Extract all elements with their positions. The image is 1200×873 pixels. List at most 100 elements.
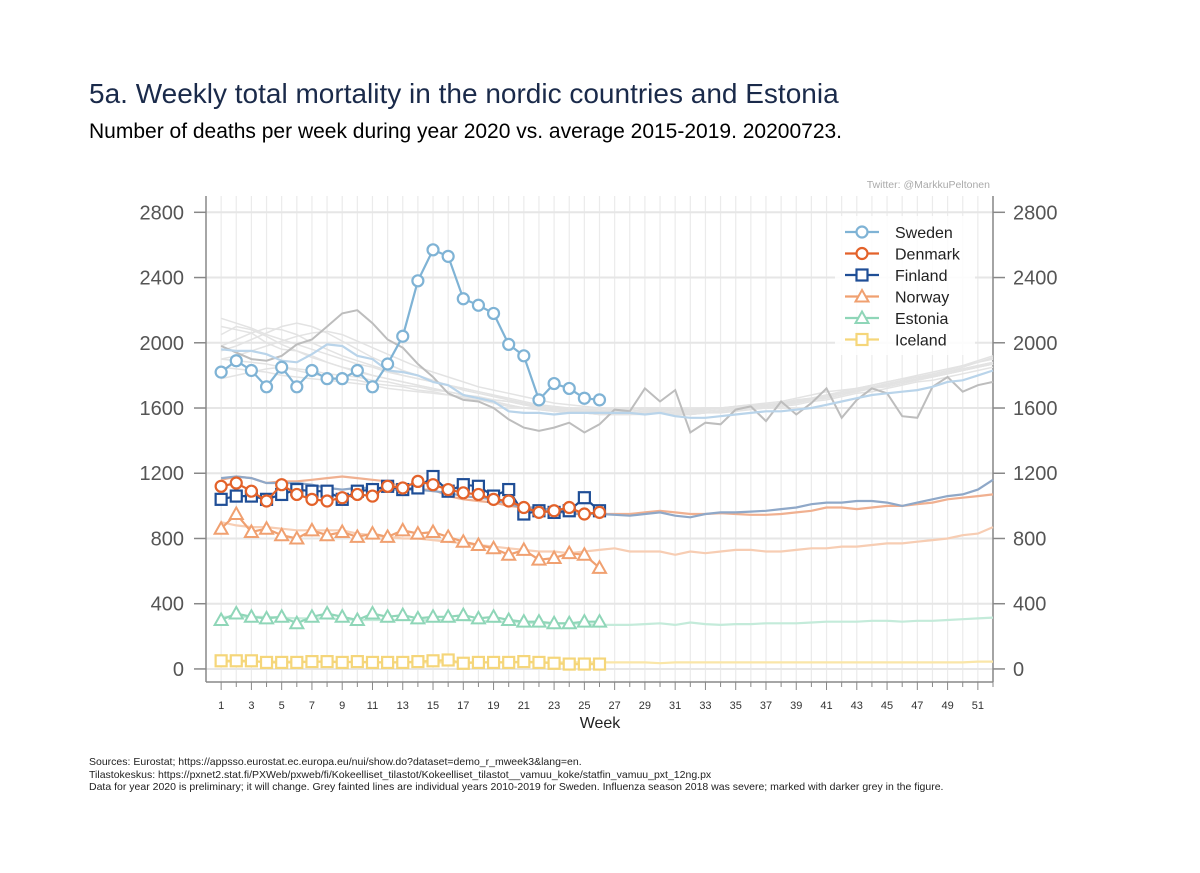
legend-marker-denmark (855, 246, 869, 261)
x-tick-label: 21 (518, 700, 530, 712)
data-point-sweden (441, 249, 455, 263)
data-point-norway (379, 528, 396, 543)
data-point-iceland (592, 657, 607, 671)
data-point-estonia (439, 608, 457, 623)
data-point-denmark (517, 500, 531, 515)
x-tick-label: 15 (427, 700, 439, 712)
data-point-denmark (592, 505, 607, 519)
chart-credit: Twitter: @MarkkuPeltonen (867, 179, 990, 191)
data-point-denmark (547, 504, 561, 518)
x-tick-label: 49 (941, 700, 953, 712)
data-point-iceland (532, 655, 546, 670)
legend-label-denmark: Denmark (895, 247, 961, 264)
data-point-norway (561, 544, 578, 560)
data-point-sweden (532, 393, 546, 407)
data-point-denmark (562, 500, 576, 515)
data-point-norway (228, 505, 245, 521)
x-tick-label: 27 (609, 700, 621, 712)
data-point-denmark (229, 476, 243, 490)
legend-marker-norway (853, 287, 871, 303)
x-tick-label: 23 (548, 700, 560, 712)
data-point-iceland (259, 655, 274, 670)
data-point-sweden (214, 365, 228, 379)
y-tick-label-left: 2400 (140, 268, 185, 290)
y-tick-label-right: 2800 (1013, 202, 1058, 224)
y-tick-label-right: 2400 (1013, 268, 1058, 290)
data-point-norway (500, 546, 517, 561)
data-point-estonia (485, 608, 502, 623)
data-point-denmark (441, 482, 455, 497)
data-point-denmark (214, 479, 228, 493)
data-point-iceland (305, 655, 319, 669)
x-tick-label: 11 (367, 700, 378, 712)
data-point-norway (591, 559, 608, 574)
y-tick-label-left: 2800 (140, 202, 185, 224)
data-point-iceland (320, 655, 334, 669)
sweden-line-2018 (220, 309, 994, 435)
data-point-estonia (318, 604, 336, 620)
data-point-denmark (532, 505, 546, 519)
x-tick-label: 39 (790, 700, 802, 712)
sweden-line-2019 (220, 366, 994, 416)
data-point-sweden (320, 372, 334, 386)
data-point-sweden (562, 381, 576, 396)
data-point-estonia (212, 611, 230, 627)
data-point-iceland (381, 655, 395, 670)
sweden-historical-lines (220, 317, 994, 416)
data-point-iceland (411, 655, 425, 669)
data-point-sweden (244, 363, 259, 378)
data-point-sweden (426, 243, 440, 257)
legend-marker-finland (855, 268, 869, 282)
data-point-finland (502, 482, 516, 497)
data-point-iceland (396, 655, 410, 670)
data-point-iceland (229, 654, 243, 668)
data-point-estonia (561, 614, 578, 630)
data-point-denmark (456, 486, 470, 500)
legend-label-finland: Finland (895, 268, 947, 285)
data-point-denmark (320, 494, 334, 508)
data-point-denmark (381, 479, 395, 493)
data-point-norway (485, 539, 502, 555)
data-point-denmark (290, 487, 304, 502)
legend-background (835, 216, 975, 355)
data-point-denmark (411, 474, 425, 489)
data-point-denmark (350, 487, 364, 502)
data-point-estonia (530, 613, 548, 628)
data-point-denmark (244, 484, 259, 498)
data-point-norway (273, 526, 290, 542)
data-point-denmark (426, 478, 440, 492)
average-line-norway (220, 521, 994, 556)
data-point-finland (214, 492, 228, 506)
data-point-sweden (592, 393, 607, 407)
data-point-estonia (379, 608, 396, 623)
x-tick-label: 51 (972, 700, 984, 712)
data-point-sweden (335, 372, 349, 386)
average-lines (220, 309, 994, 665)
data-point-norway (515, 541, 533, 556)
x-tick-label: 13 (397, 700, 409, 712)
data-point-denmark (486, 492, 501, 506)
source-line: Sources: Eurostat; https://appsso.eurost… (89, 756, 582, 768)
data-point-norway (349, 528, 366, 543)
data-point-iceland (562, 657, 576, 671)
data-point-sweden (517, 349, 531, 363)
data-point-estonia (424, 608, 442, 623)
data-point-iceland (290, 655, 304, 670)
y-tick-label-right: 2000 (1013, 333, 1058, 355)
data-point-iceland (426, 654, 440, 668)
data-point-norway (303, 521, 321, 537)
data-point-norway (455, 533, 472, 548)
average-line-sweden (220, 343, 994, 419)
data-point-estonia (303, 608, 321, 623)
legend-marker-iceland (855, 332, 869, 347)
data-point-norway (258, 520, 275, 535)
x-tick-label: 43 (851, 700, 863, 712)
chart-title: 5a. Weekly total mortality in the nordic… (89, 78, 839, 109)
x-tick-label: 3 (248, 700, 254, 712)
data-point-sweden (365, 380, 380, 394)
legend-label-iceland: Iceland (895, 333, 947, 350)
data-point-norway (288, 529, 306, 545)
legend-marker-estonia (853, 309, 871, 324)
x-tick-label: 29 (639, 700, 651, 712)
